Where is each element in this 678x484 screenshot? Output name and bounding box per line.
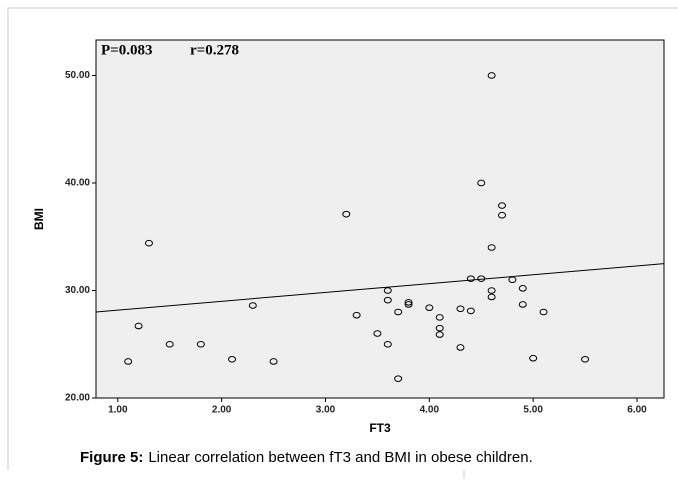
point — [383, 340, 392, 348]
x-tick-label: 4.00 — [420, 405, 440, 416]
x-tick-label: 2.00 — [212, 405, 232, 416]
point — [383, 296, 392, 304]
point — [124, 358, 133, 365]
x-tick-label: 3.00 — [316, 405, 336, 416]
point — [466, 307, 475, 315]
y-tick-label: 40.00 — [65, 178, 90, 189]
fit-line — [95, 263, 665, 313]
x-tick-label: 1.00 — [108, 405, 128, 416]
point — [342, 210, 351, 218]
point — [394, 375, 403, 382]
point — [456, 344, 465, 351]
point — [196, 340, 205, 348]
point — [518, 285, 527, 292]
point — [435, 324, 444, 332]
x-axis-label: FT3 — [369, 421, 391, 435]
y-tick-label: 30.00 — [65, 285, 90, 296]
point — [435, 331, 444, 338]
frame — [7, 7, 678, 470]
point — [456, 305, 465, 313]
y-axis-label: BMI — [32, 208, 46, 230]
point — [539, 308, 548, 316]
point — [383, 287, 392, 294]
point — [477, 179, 486, 187]
point — [165, 340, 174, 348]
caption: Figure 5: Linear correlation between fT3 … — [80, 449, 533, 466]
point — [404, 301, 413, 308]
point — [435, 314, 444, 321]
x-tick-label: 5.00 — [523, 405, 543, 416]
point — [529, 354, 538, 362]
point — [248, 302, 257, 309]
x-tick-label: 6.00 — [627, 405, 647, 416]
point — [498, 211, 507, 219]
point — [425, 304, 434, 311]
caption-text: Linear correlation between fT3 and BMI i… — [148, 449, 532, 466]
point — [404, 299, 413, 306]
point — [487, 72, 496, 79]
point — [508, 276, 517, 284]
point — [144, 239, 153, 247]
annotation: P=0.083 — [101, 42, 152, 58]
caption-label: Figure 5: — [80, 449, 143, 466]
point — [518, 301, 527, 308]
annotation: r=0.278 — [190, 42, 239, 58]
point — [134, 322, 143, 330]
point — [477, 275, 486, 282]
y-tick-label: 50.00 — [65, 70, 90, 81]
point — [498, 202, 507, 209]
y-tick-label: 20.00 — [65, 393, 90, 404]
point — [487, 293, 496, 301]
point — [394, 308, 403, 316]
point — [373, 330, 382, 337]
point — [487, 244, 496, 251]
plot-area — [95, 39, 665, 399]
point — [269, 358, 278, 365]
point — [352, 311, 361, 319]
point — [228, 355, 237, 363]
point — [466, 275, 475, 282]
point — [487, 287, 496, 294]
point — [581, 355, 590, 363]
